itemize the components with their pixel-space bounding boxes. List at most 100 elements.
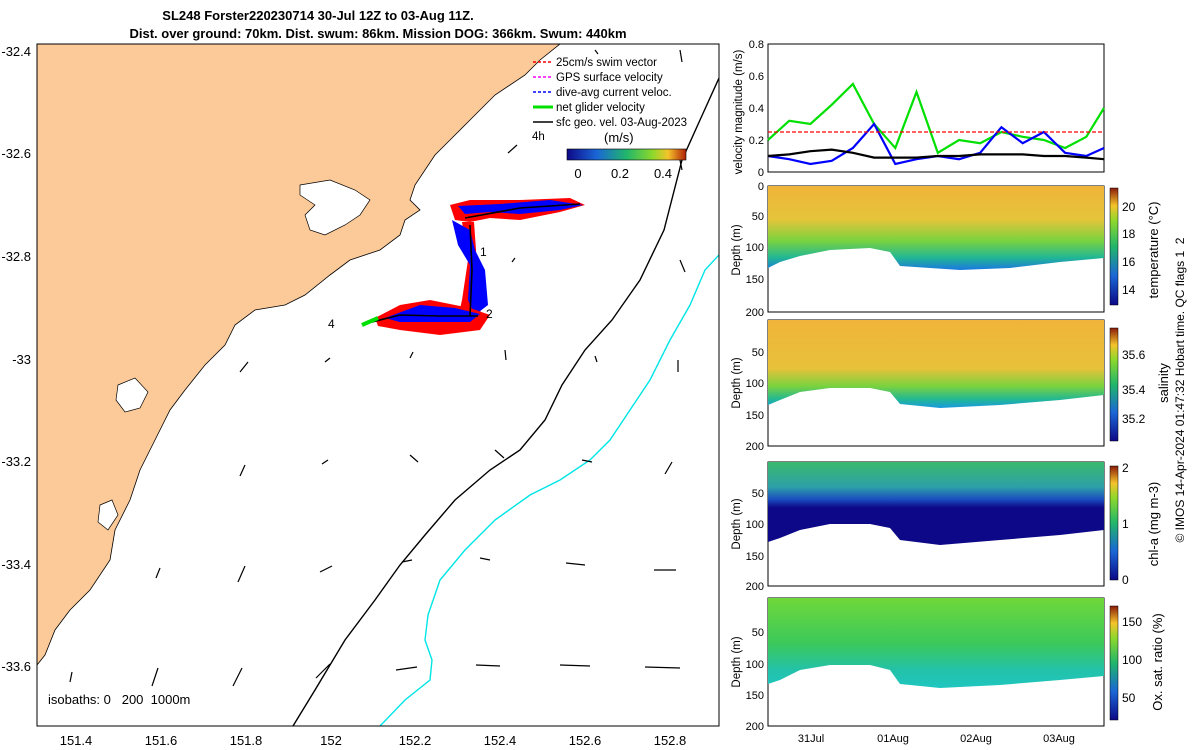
temp-colorbar-tick: 14 [1122, 283, 1136, 297]
map-y-ticks: -32.4 -32.6 -32.8 -33 -33.2 -33.4 -33.6 [1, 44, 31, 674]
map-frame [36, 43, 720, 727]
map-x-tick-label: 151.8 [230, 733, 263, 748]
map-legend: 25cm/s swim vector GPS surface velocity … [532, 57, 687, 181]
temp-y-tick: 0 [758, 181, 764, 193]
chla-field [768, 462, 1104, 545]
sal-colorbar-label: salinity [1156, 363, 1171, 403]
temperature-field [768, 186, 1104, 270]
sal-y-tick: 200 [746, 441, 764, 453]
chla-y-axis-label: Depth (m) [731, 498, 743, 549]
legend-entry: sfc geo. vel. 03-Aug-2023 [556, 117, 687, 129]
time-x-tick: 02Aug [960, 733, 992, 745]
isobath-1000m [379, 254, 719, 726]
oxygen-panel: 50 100 150 200 Depth (m) 150 100 50 Ox. … [731, 597, 1165, 745]
figure-title-line-2: Dist. over ground: 70km. Dist. swum: 86k… [129, 26, 626, 41]
figure-title-line-1: SL248 Forster220230714 30-Jul 12Z to 03-… [162, 8, 473, 23]
track-map-panel: 1 2 4 151.4 151.6 151.8 152 152.2 152.4 … [1, 43, 720, 748]
map-x-tick-label: 152 [320, 733, 342, 748]
surface-current-arrows [69, 49, 686, 687]
map-y-tick-label: -33.6 [1, 659, 31, 674]
map-y-tick-label: -32.6 [1, 146, 31, 161]
velocity-y-tick: 0 [758, 167, 764, 179]
lake [97, 499, 119, 531]
sal-y-axis-label: Depth (m) [731, 357, 743, 408]
track-marker-2: 2 [486, 307, 493, 321]
temperature-panel: 0 50 100 150 200 Depth (m) 20 18 16 14 t… [731, 181, 1161, 319]
map-y-tick-label: -32.8 [1, 249, 31, 264]
legend-entry: 25cm/s swim vector [556, 57, 657, 69]
map-y-tick-label: -33.4 [1, 557, 31, 572]
oxygen-field [768, 598, 1104, 688]
temp-y-axis-label: Depth (m) [731, 224, 743, 275]
ox-y-tick: 100 [746, 659, 764, 671]
map-x-tick-label: 152.8 [654, 733, 687, 748]
velocity-y-tick: 0.2 [749, 135, 764, 147]
time-x-tick: 03Aug [1043, 733, 1075, 745]
velocity-panel: 0.8 0.6 0.4 0.2 0 velocity magnitude (m/… [733, 39, 1105, 179]
chla-y-tick: 50 [752, 488, 764, 500]
velocity-y-tick: 0.6 [749, 71, 764, 83]
legend-entry: dive-avg current veloc. [556, 87, 672, 99]
sal-colorbar-tick: 35.4 [1122, 383, 1146, 397]
sal-y-tick: 150 [746, 410, 764, 422]
velocity-y-tick: 0.4 [749, 103, 764, 115]
sal-colorbar-tick: 35.6 [1122, 348, 1146, 362]
ox-y-tick: 50 [752, 627, 764, 639]
chla-y-tick: 100 [746, 519, 764, 531]
ox-y-axis-label: Depth (m) [731, 636, 743, 687]
imos-footer-note: © IMOS 14-Apr-2024 01:47:32 Hobart time.… [1173, 237, 1187, 542]
map-x-tick-label: 152.2 [399, 733, 432, 748]
chla-y-tick: 150 [746, 551, 764, 563]
map-x-tick-label: 151.4 [60, 733, 93, 748]
sal-colorbar-tick: 35.2 [1122, 412, 1146, 426]
sal-y-tick: 50 [752, 347, 764, 359]
salinity-field [768, 320, 1104, 408]
map-y-tick-label: -32.4 [1, 44, 31, 59]
temp-y-tick: 200 [746, 307, 764, 319]
map-x-tick-label: 152.6 [569, 733, 602, 748]
lake [299, 179, 371, 236]
temp-colorbar-label: temperature (°C) [1146, 202, 1161, 299]
temp-colorbar [1109, 187, 1119, 306]
ox-y-tick: 150 [746, 690, 764, 702]
chla-y-tick: 200 [746, 581, 764, 593]
map-x-tick-label: 152.4 [484, 733, 517, 748]
temp-colorbar-tick: 18 [1122, 227, 1136, 241]
chla-colorbar-tick: 0 [1122, 573, 1129, 587]
sal-y-tick: 100 [746, 378, 764, 390]
legend-entry: net glider velocity [556, 102, 645, 114]
chla-panel: 50 100 150 200 Depth (m) 2 1 0 chl-a (mg… [731, 461, 1161, 593]
ox-colorbar [1109, 605, 1119, 721]
ox-colorbar-label: Ox. sat. ratio (%) [1150, 613, 1165, 711]
isobath-200m [292, 77, 719, 726]
chla-colorbar-tick: 2 [1122, 461, 1129, 475]
map-colorbar [566, 148, 687, 161]
time-x-tick: 31Jul [798, 733, 824, 745]
ox-colorbar-tick: 150 [1122, 615, 1142, 629]
chla-colorbar-label: chl-a (mg m-3) [1146, 482, 1161, 567]
colorbar-unit-label: (m/s) [604, 130, 634, 145]
map-x-tick-label: 151.6 [145, 733, 178, 748]
temp-y-tick: 100 [746, 242, 764, 254]
ox-colorbar-tick: 100 [1122, 653, 1142, 667]
time-x-tick: 01Aug [877, 733, 909, 745]
temp-colorbar-tick: 16 [1122, 255, 1136, 269]
sal-colorbar [1109, 327, 1119, 442]
map-x-ticks: 151.4 151.6 151.8 152 152.2 152.4 152.6 … [60, 733, 687, 748]
temp-colorbar-tick: 20 [1122, 200, 1136, 214]
chla-colorbar [1109, 465, 1119, 581]
velocity-series-line [767, 148, 1105, 161]
glider-track [361, 198, 585, 335]
map-colorbar-tick: 0.2 [611, 166, 629, 181]
ox-y-tick: 200 [746, 721, 764, 733]
velocity-series-line [767, 82, 1105, 155]
legend-entry: GPS surface velocity [556, 72, 663, 84]
map-colorbar-tick: 0.4 [654, 166, 672, 181]
land-mass [37, 44, 561, 666]
map-colorbar-tick: 0 [574, 166, 581, 181]
chla-colorbar-tick: 1 [1122, 517, 1129, 531]
temp-y-tick: 150 [746, 274, 764, 286]
velocity-y-axis-label: velocity magnitude (m/s) [733, 50, 745, 175]
map-y-tick-label: -33 [12, 352, 31, 367]
